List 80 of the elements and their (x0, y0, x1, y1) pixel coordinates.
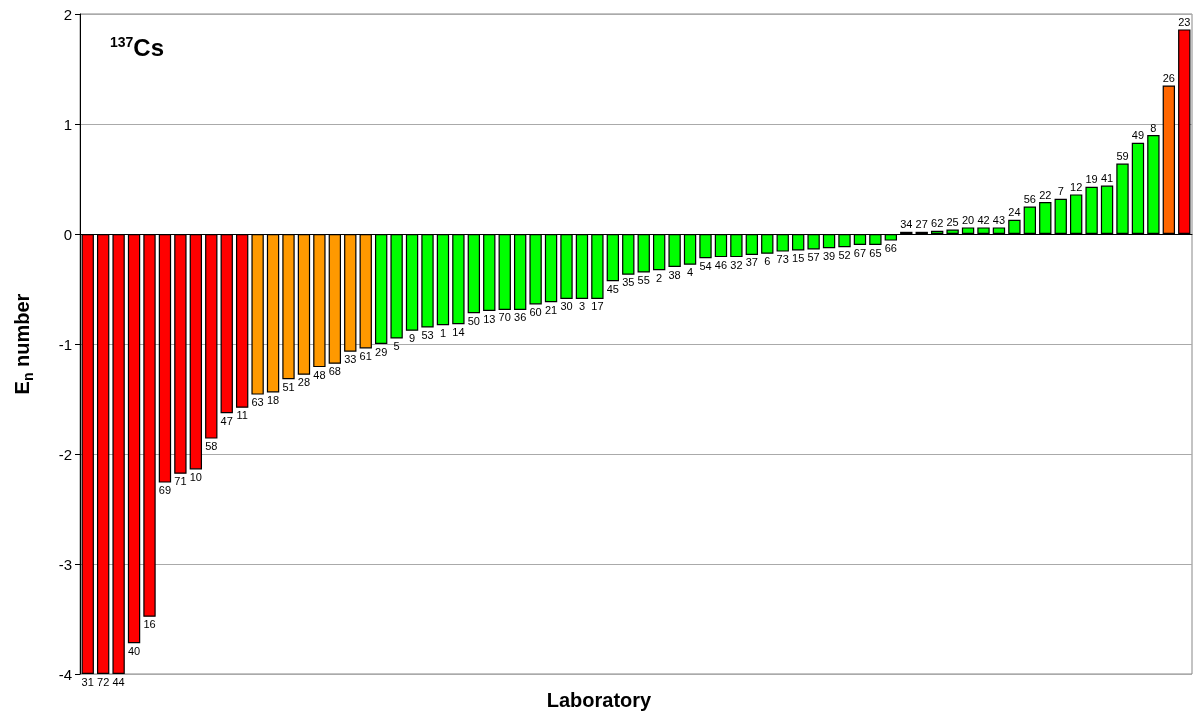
x-tick-label: 33 (344, 353, 357, 366)
x-tick-label: 13 (483, 312, 496, 325)
x-tick-label: 11 (236, 409, 248, 422)
x-tick-label: 62 (931, 217, 944, 230)
x-tick-label: 52 (838, 248, 851, 261)
x-tick-label: 4 (686, 266, 694, 279)
x-tick-label: 19 (1085, 173, 1098, 186)
x-tick-label: 63 (251, 396, 264, 409)
x-tick-label: 42 (977, 213, 990, 226)
x-tick-label: 10 (189, 470, 202, 483)
x-tick-label: 5 (393, 340, 400, 352)
y-tick-label: 2 (63, 5, 72, 23)
x-tick-label: 50 (467, 314, 480, 327)
x-tick-label: 18 (266, 393, 280, 406)
x-tick-label: 60 (529, 305, 542, 318)
x-tick-label: 39 (822, 249, 836, 262)
x-tick-label: 35 (622, 276, 635, 289)
x-tick-label: 24 (1008, 206, 1021, 219)
x-tick-label: 41 (1100, 172, 1114, 185)
x-tick-label: 15 (792, 252, 805, 264)
x-tick-label: 61 (359, 349, 372, 362)
x-tick-label: 55 (637, 274, 650, 286)
x-tick-label: 2 (656, 271, 663, 284)
x-tick-label: 29 (375, 345, 388, 358)
y-tick-label: -4 (58, 665, 72, 683)
x-tick-label: 16 (143, 618, 156, 631)
x-tick-label: 27 (915, 218, 928, 231)
x-tick-label: 31 (81, 675, 94, 688)
x-tick-label: 36 (514, 311, 527, 324)
x-tick-label: 70 (498, 311, 511, 324)
x-tick-label: 34 (900, 218, 913, 231)
x-tick-label: 12 (1070, 180, 1083, 193)
x-tick-label: 73 (776, 253, 789, 266)
x-tick-label: 3 (578, 300, 586, 313)
x-tick-label: 6 (764, 255, 771, 268)
x-tick-label: 58 (205, 440, 218, 453)
x-axis-title: Laboratory (546, 689, 653, 711)
x-tick-label: 21 (544, 303, 558, 316)
y-tick-label: -3 (58, 555, 72, 573)
x-tick-label: 25 (946, 216, 959, 229)
x-tick-label: 67 (853, 246, 867, 259)
x-tick-label: 66 (884, 242, 897, 255)
x-tick-label: 28 (297, 376, 311, 389)
x-tick-label: 69 (158, 484, 172, 497)
x-tick-label: 71 (174, 475, 187, 488)
x-tick-label: 1 (439, 326, 447, 339)
x-tick-label: 45 (606, 282, 619, 295)
x-tick-label: 65 (869, 246, 882, 259)
x-tick-label: 23 (1178, 15, 1191, 28)
x-tick-label: 9 (408, 332, 416, 345)
x-tick-label: 38 (668, 268, 681, 281)
x-tick-label: 26 (1162, 72, 1175, 84)
x-tick-label: 59 (1116, 150, 1129, 163)
x-tick-label: 57 (807, 250, 820, 263)
x-tick-label: 32 (730, 258, 743, 271)
x-tick-label: 56 (1023, 193, 1036, 205)
x-tick-label: 30 (560, 300, 573, 313)
y-tick-label: -2 (58, 445, 72, 463)
x-tick-label: 14 (452, 325, 465, 338)
x-tick-label: 37 (745, 256, 758, 269)
x-tick-label: 68 (328, 365, 341, 378)
y-axis-title: En number (11, 293, 36, 395)
x-tick-label: 53 (421, 329, 434, 341)
x-tick-label: 44 (112, 675, 125, 688)
x-tick-label: 54 (699, 259, 712, 272)
x-tick-label: 8 (1150, 121, 1157, 134)
x-tick-label: 20 (961, 213, 975, 226)
x-tick-label: 46 (714, 258, 728, 271)
x-tick-label: 7 (1057, 185, 1064, 198)
x-tick-label: 49 (1131, 129, 1145, 142)
y-tick-label: 0 (63, 225, 72, 243)
x-tick-label: 22 (1039, 188, 1052, 201)
x-tick-label: 17 (591, 300, 604, 313)
x-tick-label: 51 (282, 380, 295, 393)
y-tick-label: -1 (58, 335, 72, 353)
x-tick-label: 47 (220, 414, 233, 427)
x-tick-label: 48 (313, 368, 326, 381)
x-tick-label: 40 (127, 644, 141, 657)
x-tick-label: 72 (97, 675, 110, 688)
x-tick-label: 43 (992, 213, 1006, 226)
